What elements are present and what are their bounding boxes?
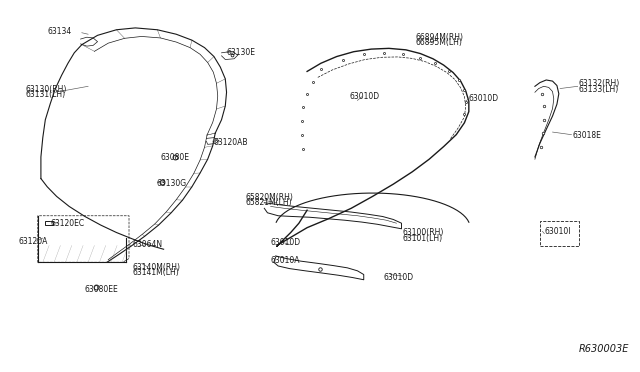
Text: 63064N: 63064N [132,240,163,249]
Text: 63010I: 63010I [545,227,571,236]
Bar [540,221,579,246]
Text: 63141M(LH): 63141M(LH) [132,268,179,277]
Text: 63100(RH): 63100(RH) [403,228,444,237]
Text: 63133(LH): 63133(LH) [579,85,620,94]
Text: 63140M(RH): 63140M(RH) [132,263,180,272]
Text: 63132(RH): 63132(RH) [579,79,620,88]
Text: 63080EE: 63080EE [85,285,118,294]
Text: 63130(RH): 63130(RH) [25,85,67,94]
Text: 65820M(RH): 65820M(RH) [245,193,293,202]
Text: 63101(LH): 63101(LH) [403,234,443,243]
Text: 63010D: 63010D [384,273,414,282]
Text: 63120AB: 63120AB [214,138,248,147]
Bar [45,221,53,225]
Text: R630003E: R630003E [579,344,629,354]
Text: 66895M(LH): 66895M(LH) [415,38,462,47]
Text: 63131(LH): 63131(LH) [25,90,65,99]
Text: 63018E: 63018E [573,131,602,140]
Text: 63130G: 63130G [156,179,186,187]
Text: 66894M(RH): 66894M(RH) [415,33,463,42]
Text: 63120A: 63120A [19,237,48,246]
Text: 63130E: 63130E [227,48,255,57]
Text: 65821M(LH): 65821M(LH) [245,198,292,207]
Text: 63080E: 63080E [161,153,189,162]
Text: 63120EC: 63120EC [51,219,84,228]
Text: 63010D: 63010D [469,94,499,103]
Text: 63010A: 63010A [271,256,300,265]
Text: 63010D: 63010D [271,238,301,247]
Text: 63010D: 63010D [349,92,380,101]
Text: 63134: 63134 [47,27,72,36]
